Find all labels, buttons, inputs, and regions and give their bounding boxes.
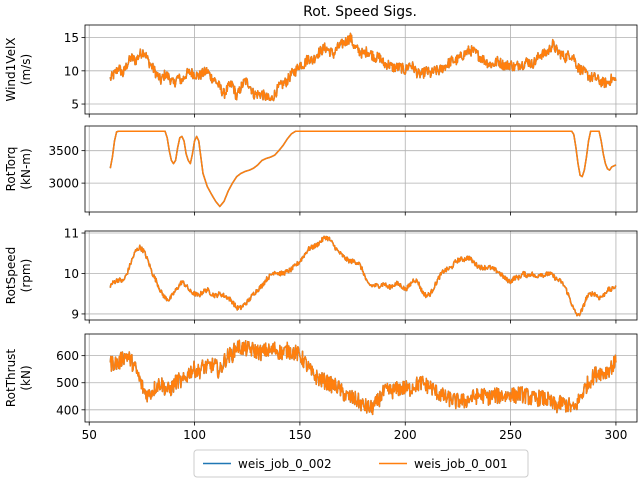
y-tick-label: 600	[56, 349, 79, 363]
axes-frame	[84, 230, 638, 321]
y-axis-label: (rpm)	[19, 259, 33, 293]
x-tick-label: 250	[499, 428, 522, 442]
axes-frame	[84, 333, 638, 423]
y-axis-label: Wind1VelX	[4, 37, 18, 101]
series-line-2	[109, 339, 617, 416]
y-tick-label: 5	[71, 98, 79, 112]
y-axis-label: (kN)	[19, 365, 33, 390]
legend-frame	[193, 449, 529, 478]
x-tick-label: 50	[82, 428, 97, 442]
y-axis-label: (kN-m)	[19, 148, 33, 189]
y-tick-label: 3500	[48, 144, 79, 158]
y-axis-label: RotSpeed	[4, 247, 18, 304]
legend: weis_job_0_002 weis_job_0_001	[193, 449, 529, 478]
subplots: 5 10 15 Wind1VelX (m/s) 3000 3500 RotTorq (kN-m)…	[4, 24, 638, 426]
axes-frame	[84, 24, 638, 115]
y-tick-label: 400	[56, 403, 79, 417]
x-tick-labels: 50 100 150 200 250 300	[82, 428, 628, 442]
chart-title: Rot. Speed Sigs.	[303, 4, 417, 20]
series-line-1	[109, 130, 617, 208]
y-tick-label: 15	[64, 31, 79, 45]
subplot-3: 9 10 11 RotSpeed (rpm)	[4, 227, 638, 324]
y-axis-label: RotThrust	[4, 349, 18, 408]
series-line-2	[109, 130, 617, 208]
series-line-1	[109, 32, 617, 102]
y-tick-label: 11	[64, 227, 79, 241]
y-tick-label: 500	[56, 376, 79, 390]
subplot-2: 3000 3500 RotTorq (kN-m)	[4, 125, 638, 216]
legend-label-series-2: weis_job_0_001	[414, 457, 508, 471]
subplot-1: 5 10 15 Wind1VelX (m/s)	[4, 24, 638, 118]
subplot-4: 400 500 600 RotThrust (kN)	[4, 333, 638, 426]
x-tick-label: 100	[183, 428, 206, 442]
y-tick-label: 10	[64, 64, 79, 78]
y-tick-label: 9	[71, 307, 79, 321]
series-line-2	[109, 235, 617, 317]
legend-label-series-1: weis_job_0_002	[238, 457, 332, 471]
y-tick-label: 3000	[48, 177, 79, 191]
axes-frame	[84, 125, 638, 213]
x-tick-label: 150	[288, 428, 311, 442]
x-tick-label: 200	[394, 428, 417, 442]
y-axis-label: RotTorq	[4, 147, 18, 192]
x-tick-label: 300	[604, 428, 627, 442]
y-axis-label: (m/s)	[19, 54, 33, 85]
y-tick-label: 10	[64, 267, 79, 281]
series-line-2	[109, 32, 617, 102]
